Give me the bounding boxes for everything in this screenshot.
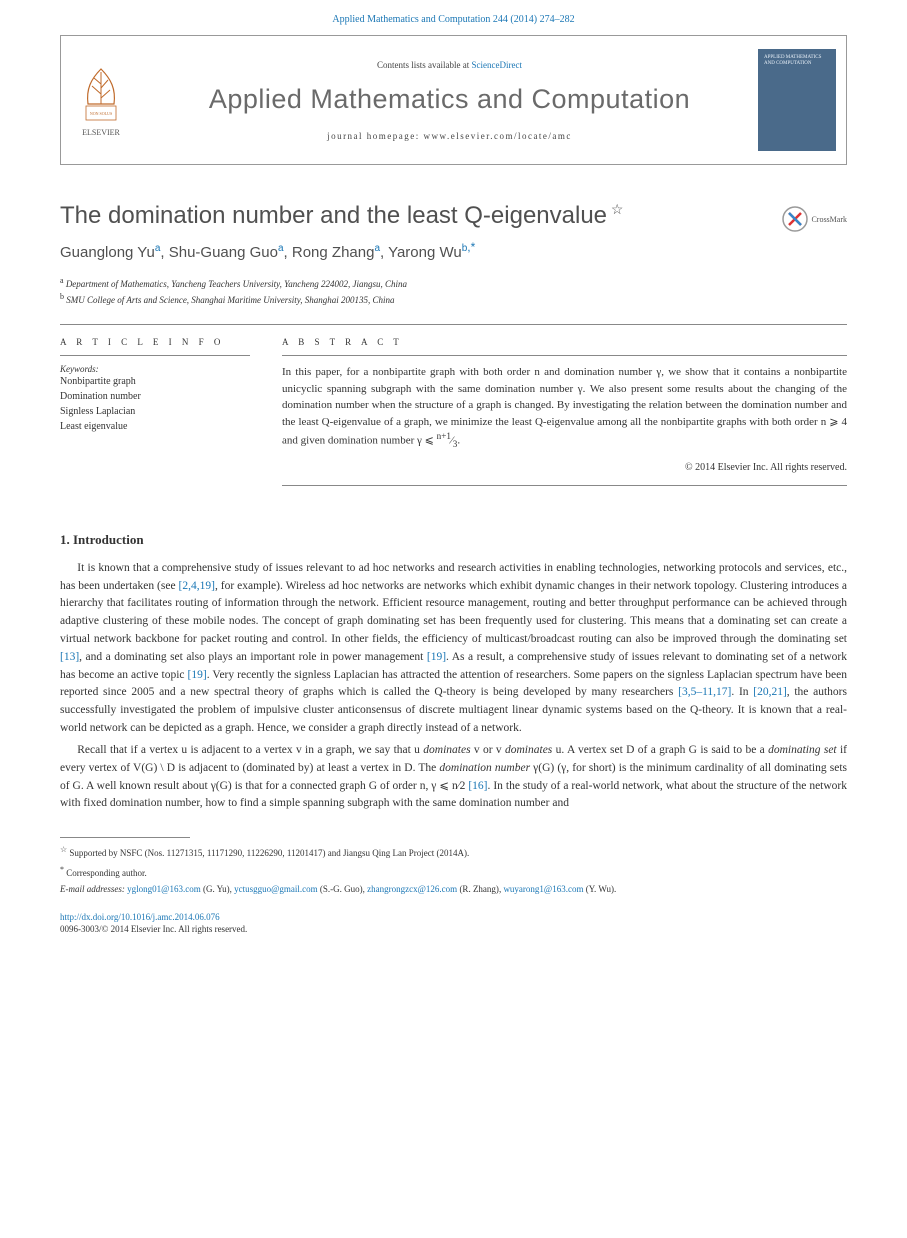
- email-1[interactable]: yglong01@163.com: [127, 884, 201, 894]
- contents-prefix: Contents lists available at: [377, 60, 471, 70]
- homepage-prefix: journal homepage:: [327, 131, 423, 141]
- cite-16[interactable]: [16]: [468, 780, 487, 792]
- p2b: v or v: [471, 744, 505, 756]
- page-header: Applied Mathematics and Computation 244 …: [0, 0, 907, 35]
- affiliations: a Department of Mathematics, Yancheng Te…: [60, 275, 847, 306]
- aff-sup-b: b: [60, 292, 64, 301]
- abstract-text: In this paper, for a nonbipartite graph …: [282, 364, 847, 452]
- p1f: . In: [731, 686, 753, 698]
- crossmark-icon: [782, 206, 808, 232]
- email-3-who: (R. Zhang): [459, 884, 499, 894]
- section-1-title: 1. Introduction: [60, 532, 847, 548]
- footnote-support: ☆ Supported by NSFC (Nos. 11271315, 1117…: [60, 844, 847, 861]
- p2i4: domination number: [439, 762, 530, 774]
- p2c: u. A vertex set D of a graph G is said t…: [552, 744, 768, 756]
- cover-label: APPLIED MATHEMATICS AND COMPUTATION: [764, 55, 830, 67]
- p2i1: dominates: [423, 744, 470, 756]
- email-4[interactable]: wuyarong1@163.com: [503, 884, 583, 894]
- journal-center: Contents lists available at ScienceDirec…: [141, 52, 758, 149]
- intro-para-2: Recall that if a vertex u is adjacent to…: [60, 742, 847, 813]
- abs-part-0: In this paper, for a nonbipartite graph …: [282, 366, 847, 447]
- email-3[interactable]: zhangrongzcx@126.com: [367, 884, 457, 894]
- authors: Guanglong Yua, Shu-Guang Guoa, Rong Zhan…: [60, 240, 847, 261]
- author-2: Shu-Guang Guo: [169, 244, 278, 261]
- keywords-list: Nonbipartite graph Domination number Sig…: [60, 374, 250, 434]
- doi-link[interactable]: http://dx.doi.org/10.1016/j.amc.2014.06.…: [60, 912, 220, 922]
- email-4-who: (Y. Wu): [586, 884, 614, 894]
- contents-line: Contents lists available at ScienceDirec…: [151, 60, 748, 70]
- aff-sup-a: a: [60, 276, 64, 285]
- title-star-icon: ☆: [607, 201, 623, 217]
- keyword-4: Least eigenvalue: [60, 419, 250, 434]
- author-1: Guanglong Yu: [60, 244, 155, 261]
- divider: [282, 355, 847, 356]
- p2i2: dominates: [505, 744, 552, 756]
- abstract-copyright: © 2014 Elsevier Inc. All rights reserved…: [282, 462, 847, 473]
- author-4: Yarong Wu: [388, 244, 462, 261]
- divider: [282, 485, 847, 486]
- divider: [60, 355, 250, 356]
- keywords-label: Keywords:: [60, 364, 250, 374]
- keyword-2: Domination number: [60, 389, 250, 404]
- journal-box: NON SOLUS ELSEVIER Contents lists availa…: [60, 35, 847, 165]
- corr-star-icon: ,*: [467, 240, 475, 254]
- email-1-who: (G. Yu): [203, 884, 230, 894]
- email-label: E-mail addresses:: [60, 884, 125, 894]
- cite-13[interactable]: [13]: [60, 651, 79, 663]
- abstract-heading: A B S T R A C T: [282, 337, 847, 347]
- svg-text:NON SOLUS: NON SOLUS: [90, 111, 112, 116]
- tree-icon: NON SOLUS: [76, 64, 126, 124]
- p2i3: dominating set: [768, 744, 837, 756]
- cite-19b[interactable]: [19]: [188, 669, 207, 681]
- footnote-corr: * Corresponding author.: [60, 864, 847, 881]
- aff-text-a: Department of Mathematics, Yancheng Teac…: [66, 279, 407, 289]
- cite-3-17[interactable]: [3,5–11,17]: [678, 686, 731, 698]
- keyword-1: Nonbipartite graph: [60, 374, 250, 389]
- affiliation-b: b SMU College of Arts and Science, Shang…: [60, 291, 847, 307]
- title-text: The domination number and the least Q-ei…: [60, 202, 607, 229]
- elsevier-logo: NON SOLUS ELSEVIER: [61, 36, 141, 164]
- publisher-name: ELSEVIER: [82, 128, 120, 137]
- affiliation-a: a Department of Mathematics, Yancheng Te…: [60, 275, 847, 291]
- corr-sup-icon: *: [60, 865, 64, 874]
- sciencedirect-link[interactable]: ScienceDirect: [472, 60, 522, 70]
- abs-part-4: .: [457, 435, 460, 447]
- crossmark-badge[interactable]: CrossMark: [782, 206, 847, 232]
- article-title: The domination number and the least Q-ei…: [60, 201, 847, 230]
- p2frac: n⁄2: [452, 780, 465, 792]
- p2a: Recall that if a vertex u is adjacent to…: [77, 744, 423, 756]
- homepage-url: www.elsevier.com/locate/amc: [424, 131, 572, 141]
- cite-20-21[interactable]: [20,21]: [753, 686, 787, 698]
- corr-text: Corresponding author.: [66, 868, 147, 878]
- p1c: , and a dominating set also plays an imp…: [79, 651, 427, 663]
- doi-block: http://dx.doi.org/10.1016/j.amc.2014.06.…: [60, 911, 847, 936]
- author-1-aff: a: [155, 243, 161, 254]
- article-info-column: A R T I C L E I N F O Keywords: Nonbipar…: [60, 337, 250, 494]
- aff-text-b: SMU College of Arts and Science, Shangha…: [66, 295, 394, 305]
- info-abstract-row: A R T I C L E I N F O Keywords: Nonbipar…: [60, 337, 847, 494]
- journal-homepage: journal homepage: www.elsevier.com/locat…: [151, 131, 748, 141]
- header-citation: Applied Mathematics and Computation 244 …: [332, 14, 574, 25]
- keyword-3: Signless Laplacian: [60, 404, 250, 419]
- footnote-emails: E-mail addresses: yglong01@163.com (G. Y…: [60, 883, 847, 897]
- divider: [60, 324, 847, 325]
- cite-19a[interactable]: [19]: [427, 651, 446, 663]
- cite-2-4-19[interactable]: [2,4,19]: [179, 580, 215, 592]
- footnote-divider: [60, 837, 190, 838]
- abs-frac-num: n+1: [437, 431, 451, 441]
- info-heading: A R T I C L E I N F O: [60, 337, 250, 347]
- abstract-column: A B S T R A C T In this paper, for a non…: [282, 337, 847, 494]
- intro-para-1: It is known that a comprehensive study o…: [60, 560, 847, 738]
- author-3-aff: a: [374, 243, 380, 254]
- email-2[interactable]: yctusgguo@gmail.com: [234, 884, 318, 894]
- issn-line: 0096-3003/© 2014 Elsevier Inc. All right…: [60, 924, 247, 934]
- crossmark-label: CrossMark: [811, 215, 847, 224]
- author-3: Rong Zhang: [292, 244, 375, 261]
- email-2-who: (S.-G. Guo): [320, 884, 363, 894]
- star-sup-icon: ☆: [60, 845, 67, 854]
- author-2-aff: a: [278, 243, 284, 254]
- journal-title: Applied Mathematics and Computation: [151, 84, 748, 115]
- support-text: Supported by NSFC (Nos. 11271315, 111712…: [69, 848, 469, 858]
- journal-cover: APPLIED MATHEMATICS AND COMPUTATION: [758, 49, 836, 151]
